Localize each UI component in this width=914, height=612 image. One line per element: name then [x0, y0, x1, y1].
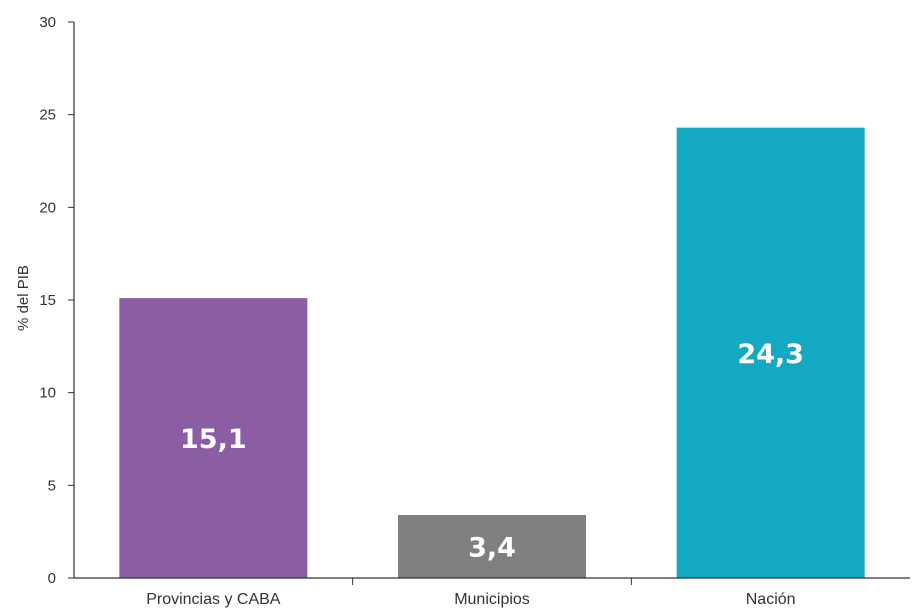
x-category-label: Municipios: [454, 591, 530, 608]
bars: 15,1 3,4 24,3: [119, 128, 864, 578]
y-tick-label: 5: [48, 477, 56, 494]
y-tick-label: 20: [39, 199, 56, 216]
x-category-label: Nación: [746, 591, 796, 608]
x-axis-ticks: Provincias y CABA Municipios Nación: [146, 578, 795, 608]
x-category-label: Provincias y CABA: [146, 591, 281, 608]
data-label: 15,1: [180, 424, 247, 455]
data-label: 24,3: [737, 339, 804, 370]
y-tick-label: 15: [39, 292, 56, 309]
y-tick-label: 25: [39, 107, 56, 124]
data-label: 3,4: [468, 532, 516, 563]
y-tick-label: 10: [39, 385, 56, 402]
y-tick-label: 0: [48, 570, 56, 587]
y-tick-label: 30: [39, 14, 56, 31]
y-axis-ticks: 0 5 10 15 20 25 30: [39, 14, 74, 587]
y-axis-title: % del PIB: [15, 265, 32, 331]
